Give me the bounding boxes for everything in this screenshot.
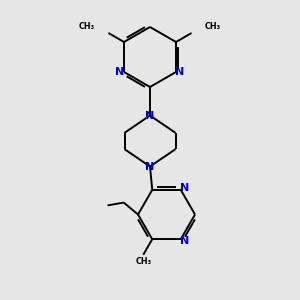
Text: N: N <box>180 183 190 193</box>
Text: N: N <box>180 236 190 246</box>
Text: N: N <box>146 161 154 172</box>
Text: CH₃: CH₃ <box>135 257 151 266</box>
Text: N: N <box>116 67 125 77</box>
Text: N: N <box>175 67 184 77</box>
Text: CH₃: CH₃ <box>205 22 221 31</box>
Text: CH₃: CH₃ <box>79 22 95 31</box>
Text: N: N <box>146 110 154 121</box>
